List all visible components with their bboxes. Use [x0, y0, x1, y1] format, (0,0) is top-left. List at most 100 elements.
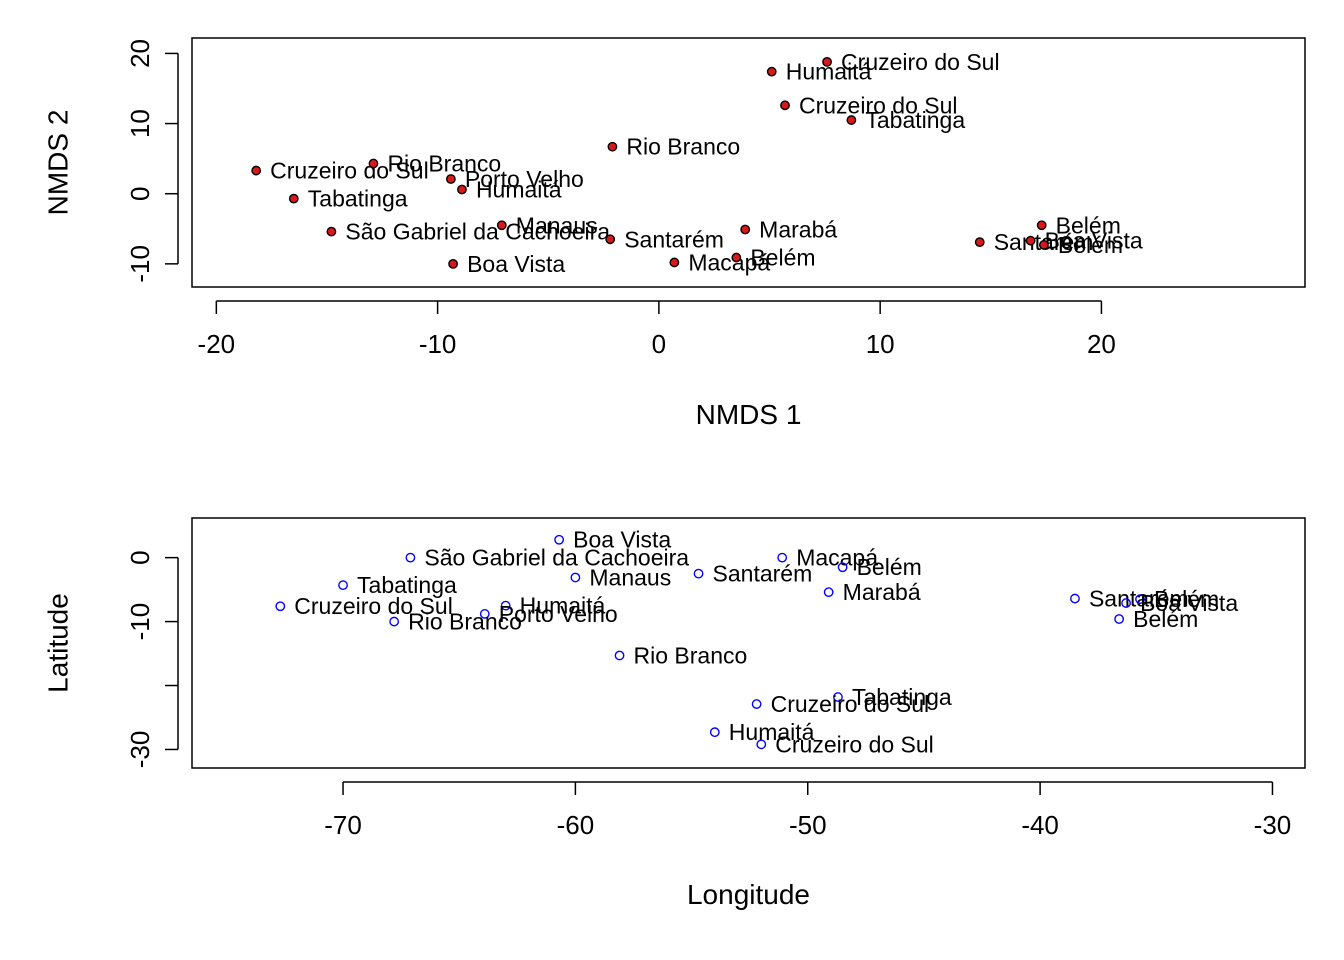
- geo-point: [1114, 614, 1125, 624]
- geo-point-label: Boa Vista: [1140, 590, 1238, 616]
- nmds-point-label: São Gabriel da Cachoeira: [345, 219, 610, 245]
- nmds-point-label: Cruzeiro do Sul: [270, 158, 429, 184]
- nmds-plot-frame: [191, 37, 1306, 288]
- geo-plot-frame: [191, 517, 1306, 769]
- geo-point: [833, 692, 843, 702]
- geo-y-tick-label: -10: [125, 603, 155, 641]
- nmds-point: [288, 193, 299, 204]
- nmds-point-label: Rio Branco: [626, 134, 740, 160]
- nmds-point-label: Boa Vista: [467, 251, 565, 277]
- geo-point-label: Macapá: [796, 545, 878, 571]
- nmds-point-label: Humaitá: [786, 59, 872, 85]
- nmds-y-tick-label: 20: [125, 39, 155, 68]
- geo-point: [777, 552, 788, 563]
- nmds-point: [1025, 235, 1036, 246]
- nmds-point: [445, 174, 456, 184]
- geo-point-label: Cruzeiro do Sul: [775, 731, 934, 757]
- geographic-panel: -70 -60 -50 -40 -30 -30 -10 0 Longitude Latitude B…: [43, 517, 1306, 910]
- geo-point: [275, 601, 286, 612]
- geo-x-axis-title: Longitude: [687, 879, 810, 910]
- nmds-point: [457, 184, 467, 195]
- nmds-y-axis-title: NMDS 2: [43, 110, 74, 216]
- nmds-panel: -20 -10 0 10 20 -10 0 10 20 NMDS 1 NMDS 2 Cruzeiro …: [43, 37, 1306, 430]
- geo-point: [389, 616, 400, 627]
- geo-point: [479, 609, 490, 619]
- geo-point-label: Belém: [1133, 606, 1198, 632]
- nmds-y-tick-label: 10: [125, 109, 155, 138]
- nmds-x-tick-label: 10: [866, 329, 895, 359]
- geo-point: [823, 587, 834, 598]
- geo-y-axis-title: Latitude: [43, 593, 74, 693]
- geo-point: [756, 739, 767, 750]
- geo-point: [614, 650, 625, 661]
- nmds-point: [605, 234, 616, 245]
- geo-point-label: Belém: [1154, 586, 1219, 612]
- geo-point: [1135, 594, 1145, 605]
- geo-point: [570, 572, 581, 583]
- nmds-point: [326, 226, 337, 237]
- nmds-point: [740, 224, 751, 235]
- geo-point-label: Belém: [857, 554, 922, 580]
- geo-point-label: Rio Branco: [634, 642, 748, 668]
- geo-point-label: São Gabriel da Cachoeira: [424, 545, 689, 571]
- geo-point-label: Santarém: [713, 561, 813, 587]
- nmds-point: [731, 252, 742, 263]
- nmds-point-label: Boa Vista: [1045, 228, 1143, 254]
- geo-point-label: Tabatinga: [357, 572, 457, 598]
- nmds-point: [448, 258, 459, 269]
- geo-y-tick-label: -30: [125, 731, 155, 769]
- nmds-x-tick-label: 0: [652, 329, 666, 359]
- nmds-point: [669, 257, 680, 268]
- nmds-x-axis-title: NMDS 1: [696, 399, 802, 430]
- nmds-point-label: Belém: [1058, 232, 1123, 258]
- geo-point: [1070, 593, 1080, 604]
- nmds-point-label: Tabatinga: [865, 107, 965, 133]
- nmds-point-label: Santarém: [624, 226, 724, 252]
- nmds-point: [846, 115, 857, 125]
- nmds-point-label: Cruzeiro do Sul: [841, 49, 1000, 75]
- geo-point: [405, 552, 416, 563]
- nmds-point-label: Humaitá: [476, 177, 562, 203]
- geo-point: [1121, 598, 1131, 608]
- nmds-point-label: Cruzeiro do Sul: [799, 92, 958, 118]
- geo-point-label: Cruzeiro do Sul: [771, 691, 930, 717]
- nmds-point-label: Porto Velho: [465, 166, 584, 192]
- geo-point-label: Manaus: [589, 564, 671, 590]
- geo-point-label: Tabatinga: [852, 684, 952, 710]
- geo-point: [500, 600, 511, 611]
- nmds-point-label: Manaus: [516, 212, 598, 238]
- nmds-point: [496, 220, 507, 231]
- nmds-point: [822, 56, 832, 67]
- nmds-point-label: Macapá: [688, 249, 770, 275]
- nmds-point: [780, 100, 790, 111]
- geo-point-label: Cruzeiro do Sul: [294, 593, 453, 619]
- nmds-x-tick-label: -10: [419, 329, 457, 359]
- geo-x-tick-label: -60: [557, 810, 595, 840]
- geo-point: [837, 562, 848, 573]
- nmds-y-tick-label: 0: [125, 186, 155, 200]
- geo-point-label: Humaitá: [729, 719, 815, 745]
- geo-x-tick-label: -70: [324, 810, 362, 840]
- nmds-y-tick-label: -10: [125, 245, 155, 283]
- nmds-point: [368, 158, 379, 169]
- nmds-x-tick-label: -20: [198, 329, 236, 359]
- nmds-point: [1038, 240, 1049, 250]
- nmds-point: [974, 237, 985, 248]
- geo-point: [338, 580, 348, 591]
- nmds-point: [1036, 220, 1047, 231]
- nmds-point-label: Belém: [1056, 212, 1121, 238]
- nmds-point-label: Belém: [750, 245, 815, 271]
- geo-point: [751, 699, 762, 709]
- nmds-point: [251, 165, 262, 176]
- nmds-point: [607, 141, 618, 152]
- geo-y-tick-label: 0: [125, 550, 155, 564]
- geo-point: [554, 534, 565, 545]
- geo-point-label: Humaitá: [520, 593, 606, 619]
- geo-point-label: Santarém: [1089, 586, 1189, 612]
- nmds-point-label: Rio Branco: [387, 151, 501, 177]
- geo-point: [709, 727, 720, 738]
- geo-x-tick-label: -30: [1254, 810, 1292, 840]
- geo-x-tick-label: -40: [1021, 810, 1059, 840]
- geo-x-tick-label: -50: [789, 810, 827, 840]
